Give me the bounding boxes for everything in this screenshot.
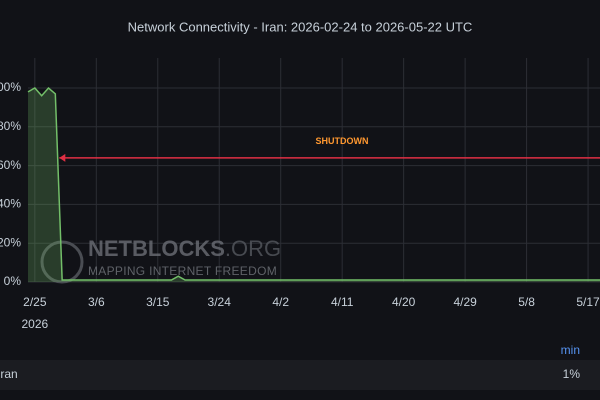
legend-header: min (561, 343, 580, 357)
annotation-arrow (59, 153, 66, 162)
x-tick-label: 5/8 (518, 295, 535, 309)
x-tick-label: 3/6 (88, 295, 105, 309)
watermark-name: NETBLOCKS (88, 236, 225, 261)
x-tick-label: 5/17 (576, 295, 600, 309)
x-tick-label: 2/25 (23, 295, 47, 309)
series-line (27, 86, 600, 281)
x-tick-label: 3/15 (146, 295, 170, 309)
x-year-label: 2026 (21, 317, 48, 331)
watermark-title: NETBLOCKS.ORG (88, 236, 281, 261)
x-tick-label: 4/11 (331, 295, 354, 309)
chart-title: Network Connectivity - Iran: 2026-02-24 … (128, 19, 473, 34)
watermark-logo (40, 240, 84, 284)
y-tick-label: 20% (0, 235, 21, 249)
legend-band (0, 360, 600, 390)
y-tick-label: 0% (4, 274, 22, 288)
watermark-subtitle: MAPPING INTERNET FREEDOM (88, 264, 277, 278)
x-tick-label: 4/2 (272, 295, 289, 309)
y-tick-label: 100% (0, 80, 21, 94)
watermark-suffix: .ORG (225, 236, 281, 261)
legend-value: 1% (563, 367, 581, 381)
x-tick-label: 4/20 (392, 295, 416, 309)
x-tick-label: 3/24 (208, 295, 232, 309)
x-tick-label: 4/29 (453, 295, 477, 309)
y-tick-label: 60% (0, 158, 21, 172)
y-tick-label: 80% (0, 119, 21, 133)
legend-name: Iran (0, 367, 18, 381)
annotation-label: SHUTDOWN (316, 136, 369, 146)
y-tick-label: 40% (0, 197, 21, 211)
